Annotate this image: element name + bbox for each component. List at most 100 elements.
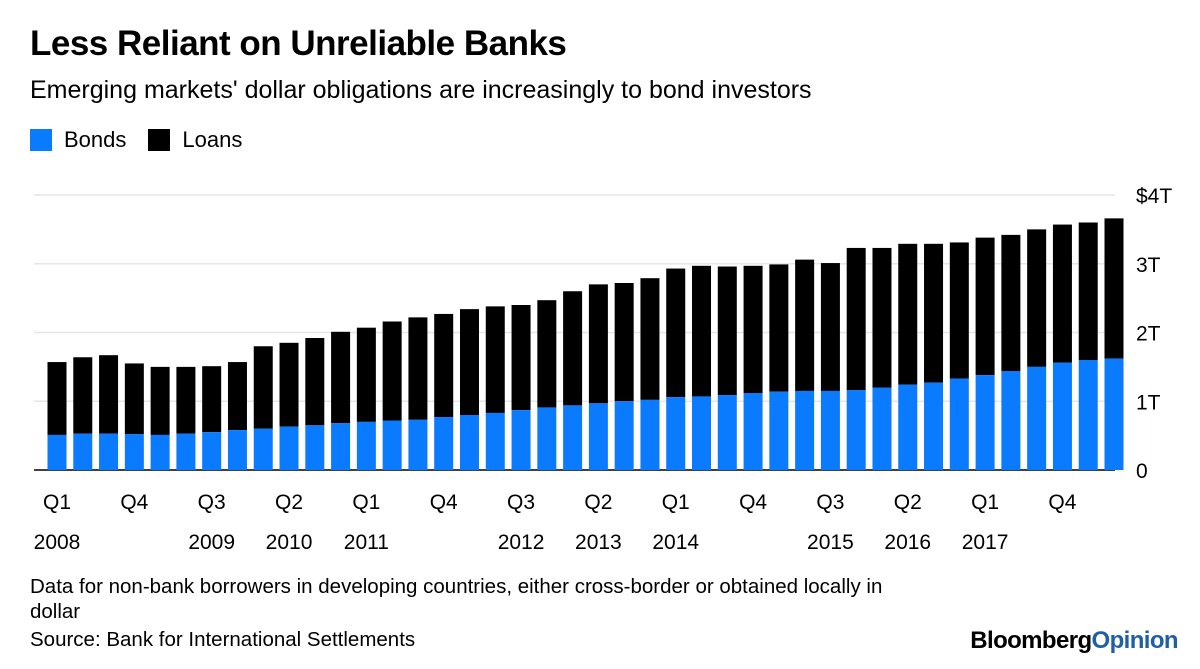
bar-loans	[666, 268, 686, 398]
bar-bonds	[692, 396, 712, 470]
bar-loans	[640, 278, 660, 400]
bar-bonds	[898, 384, 918, 470]
bar-loans	[717, 266, 737, 396]
bar-bonds	[459, 415, 479, 470]
legend-swatch-loans	[148, 129, 171, 151]
x-tick-label-quarter: Q4	[120, 491, 148, 514]
bar-bonds	[666, 397, 686, 470]
bar-bonds	[99, 433, 119, 470]
legend-swatch-bonds	[30, 129, 52, 151]
bar-bonds	[305, 425, 325, 470]
bar-loans	[898, 243, 918, 385]
x-tick-label-year: 2016	[884, 531, 931, 554]
bar-bonds	[769, 391, 789, 470]
chart-subtitle: Emerging markets' dollar obligations are…	[30, 76, 812, 104]
bar-bonds	[949, 378, 969, 470]
bar-loans	[924, 243, 944, 383]
bar-loans	[563, 291, 583, 406]
bar-loans	[975, 237, 995, 376]
x-tick-label-quarter: Q1	[43, 491, 71, 514]
bar-loans	[459, 309, 479, 415]
bar-loans	[434, 313, 454, 418]
x-tick-label-year: 2015	[807, 531, 854, 554]
bar-bonds	[563, 405, 583, 470]
bar-loans	[511, 305, 531, 411]
x-tick-label-quarter: Q3	[507, 491, 535, 514]
bar-loans	[176, 366, 196, 434]
bar-bonds	[227, 430, 247, 470]
brand-logo-part2: Opinion	[1091, 627, 1179, 654]
bar-loans	[202, 366, 222, 433]
bar-bonds	[872, 387, 892, 470]
bar-loans	[1027, 229, 1047, 367]
bar-loans	[614, 283, 634, 402]
bar-bonds	[924, 382, 944, 470]
bar-loans	[47, 362, 67, 435]
bar-loans	[356, 327, 376, 422]
x-tick-label-quarter: Q2	[894, 491, 922, 514]
bar-loans	[124, 363, 144, 435]
bar-loans	[949, 242, 969, 379]
bar-bonds	[73, 433, 93, 470]
bar-bonds	[1001, 371, 1021, 470]
bar-loans	[1001, 234, 1021, 371]
bar-bonds	[640, 399, 660, 470]
bar-bonds	[331, 423, 351, 470]
x-tick-label-quarter: Q3	[816, 491, 844, 514]
x-tick-label-quarter: Q4	[739, 491, 767, 514]
x-tick-label-year: 2014	[652, 531, 699, 554]
bar-loans	[1104, 218, 1124, 359]
bar-bonds	[743, 393, 763, 470]
bar-bonds	[717, 395, 737, 470]
bar-bonds	[47, 434, 67, 470]
bar-bonds	[356, 421, 376, 470]
bar-loans	[99, 355, 119, 434]
bar-loans	[382, 321, 402, 421]
bar-bonds	[846, 390, 866, 470]
x-tick-label-quarter: Q2	[584, 491, 612, 514]
chart-title: Less Reliant on Unreliable Banks	[30, 24, 567, 63]
y-tick-label: 0	[1136, 460, 1148, 483]
bar-loans	[485, 306, 505, 413]
bar-bonds	[253, 428, 273, 470]
x-tick-label-quarter: Q1	[971, 491, 999, 514]
bar-loans	[1078, 222, 1098, 360]
bar-bonds	[614, 401, 634, 470]
bar-bonds	[176, 433, 196, 470]
bar-bonds	[511, 410, 531, 470]
x-tick-label-quarter: Q1	[662, 491, 690, 514]
bar-loans	[1052, 224, 1072, 363]
y-tick-label: 2T	[1136, 323, 1161, 346]
bar-loans	[846, 247, 866, 391]
source-note: Source: Bank for International Settlemen…	[30, 628, 416, 651]
bar-bonds	[588, 403, 608, 470]
bar-bonds	[537, 407, 557, 470]
x-tick-label-quarter: Q4	[430, 491, 458, 514]
x-tick-label-year: 2017	[962, 531, 1009, 554]
bar-bonds	[975, 375, 995, 470]
bar-loans	[279, 342, 299, 427]
x-tick-label-quarter: Q3	[198, 491, 226, 514]
bar-loans	[769, 264, 789, 392]
bar-loans	[305, 338, 325, 426]
bar-loans	[408, 317, 428, 420]
stacked-bar-chart: 0 1T 2T 3T $4T Q1 2008 Q4 Q3 2009 Q2 2010 Q1 2011 Q4 Q3…	[34, 185, 1173, 554]
x-tick-label-quarter: Q1	[352, 491, 380, 514]
x-tick-label-year: 2011	[344, 531, 389, 554]
x-tick-label-quarter: Q2	[275, 491, 303, 514]
x-tick-label-year: 2009	[188, 531, 235, 554]
legend-label-loans: Loans	[182, 127, 243, 152]
bar-bonds	[485, 412, 505, 470]
y-tick-label: $4T	[1136, 185, 1172, 208]
bar-loans	[73, 357, 93, 434]
legend-item-loans: Loans	[148, 127, 242, 153]
bar-loans	[253, 346, 273, 429]
bar-loans	[820, 263, 840, 391]
bar-bonds	[434, 417, 454, 470]
bar-loans	[331, 331, 351, 424]
bar-bonds	[1078, 360, 1098, 470]
bar-bonds	[795, 390, 815, 470]
y-tick-label: 3T	[1136, 254, 1161, 277]
bar-bonds	[1104, 358, 1124, 470]
bar-loans	[150, 366, 170, 435]
